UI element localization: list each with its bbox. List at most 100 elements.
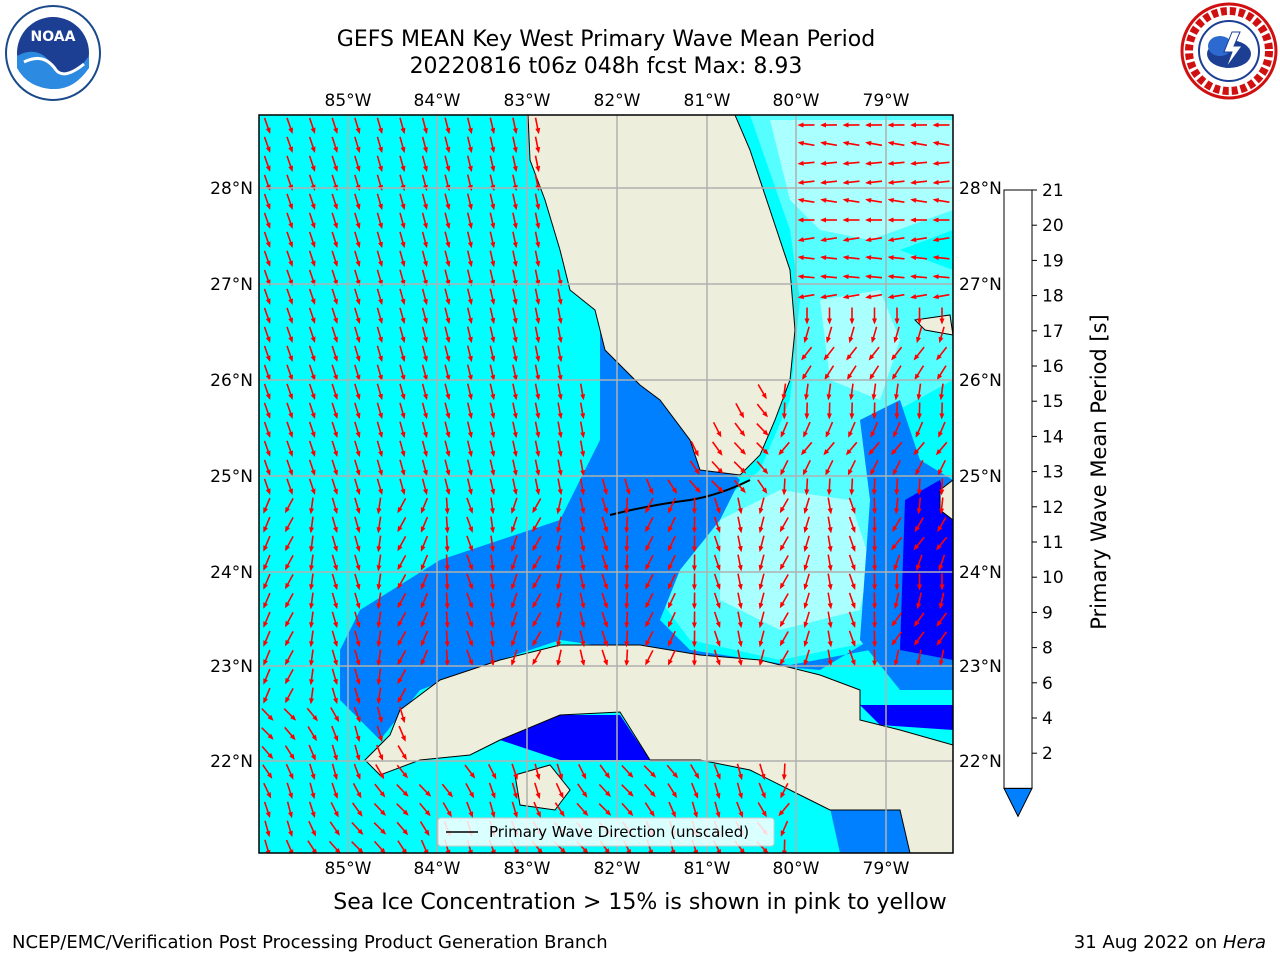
wave-arrow-head — [848, 431, 853, 438]
wave-arrow-head — [820, 140, 827, 146]
wave-arrow-head — [467, 450, 473, 458]
wave-arrow-head — [376, 641, 382, 648]
wave-arrow-head — [910, 179, 917, 185]
wave-arrow-head — [355, 127, 361, 135]
wave-arrow-head — [865, 255, 872, 261]
wave-arrow-head — [285, 525, 290, 533]
wave-arrow-head — [310, 222, 316, 229]
longitude-label-top: 85°W — [325, 91, 372, 111]
wave-arrow-head — [717, 467, 724, 474]
wave-arrow-head — [423, 203, 428, 211]
wave-arrow-head — [825, 431, 831, 438]
wave-arrow-head — [820, 237, 827, 242]
wave-arrow-head — [490, 469, 496, 477]
wave-arrow-head — [827, 660, 833, 667]
wave-arrow-head — [624, 527, 630, 534]
wave-arrow-head — [378, 241, 383, 249]
wave-arrow-head — [535, 222, 541, 230]
wave-arrow-head — [490, 222, 496, 230]
wave-arrow-head — [910, 160, 917, 166]
wave-arrow-head — [490, 431, 496, 439]
wave-arrow-head — [803, 640, 809, 648]
wave-arrow-head — [309, 508, 314, 515]
wave-arrow-head — [378, 450, 383, 458]
wave-arrow-head — [910, 255, 917, 261]
wave-arrow-head — [357, 810, 363, 817]
wave-arrow-head — [780, 431, 786, 438]
wave-arrow-head — [263, 564, 268, 571]
wave-arrow-head — [827, 641, 833, 648]
wave-arrow-head — [827, 546, 833, 553]
wave-arrow-head — [512, 317, 518, 325]
wave-arrow-head — [310, 811, 316, 818]
wave-arrow-head — [715, 526, 721, 533]
wave-arrow-head — [581, 773, 587, 780]
ocean-dark-region-cuba — [500, 715, 650, 760]
wave-arrow-head — [865, 274, 872, 280]
wave-arrow-head — [289, 734, 296, 741]
wave-arrow-head — [580, 545, 586, 553]
wave-arrow-head — [333, 659, 338, 667]
latitude-label-left: 25°N — [210, 467, 253, 487]
wave-arrow-head — [803, 659, 809, 667]
wave-arrow-head — [333, 222, 338, 229]
wave-arrow-head — [467, 298, 473, 306]
wave-arrow-head — [378, 127, 383, 135]
wave-arrow-head — [288, 222, 293, 229]
wave-arrow-head — [559, 810, 565, 817]
wave-arrow-head — [378, 393, 383, 401]
wave-arrow-head — [401, 848, 407, 853]
wave-arrow-head — [378, 355, 383, 363]
wave-arrow-head — [887, 198, 894, 203]
wave-arrow-head — [379, 772, 385, 780]
wave-arrow-head — [715, 811, 721, 819]
wave-arrow-head — [490, 546, 495, 553]
wave-arrow-head — [761, 392, 767, 400]
colorbar-tick-label: 9 — [1042, 603, 1053, 623]
wave-arrow-head — [667, 583, 673, 590]
wave-arrow-head — [887, 217, 894, 223]
wave-arrow-head — [376, 603, 382, 610]
wave-arrow-head — [603, 488, 608, 496]
wave-arrow-head — [490, 811, 496, 819]
wave-arrow-head — [445, 222, 451, 230]
wave-arrow-head — [917, 584, 922, 591]
wave-arrow-head — [758, 545, 764, 553]
wave-arrow-head — [535, 336, 541, 344]
wave-arrow-head — [265, 317, 271, 324]
wave-arrow-head — [288, 203, 293, 210]
wave-arrow-head — [849, 413, 855, 420]
wave-arrow-head — [288, 317, 293, 324]
wave-arrow-head — [715, 659, 721, 666]
wave-arrow-head — [893, 431, 898, 438]
wave-arrow-head — [378, 754, 384, 761]
wave-arrow-head — [580, 470, 586, 477]
wave-arrow-head — [265, 203, 271, 210]
wave-arrow-head — [265, 393, 271, 400]
wave-arrow-head — [939, 413, 945, 420]
wave-arrow-head — [887, 274, 894, 280]
wave-arrow-head — [691, 641, 697, 648]
wave-arrow-head — [535, 431, 541, 439]
wave-arrow-head — [892, 469, 898, 476]
wave-arrow-head — [468, 583, 473, 590]
wave-arrow-head — [624, 622, 630, 629]
wave-arrow-head — [490, 393, 496, 401]
wave-arrow-head — [780, 469, 786, 476]
wave-arrow-head — [265, 431, 271, 438]
wave-arrow-head — [355, 602, 361, 610]
wave-arrow-head — [512, 127, 518, 135]
wave-arrow-head — [467, 469, 473, 477]
wave-arrow-head — [671, 487, 678, 494]
wave-arrow-head — [333, 469, 338, 476]
wave-arrow-head — [820, 255, 827, 261]
colorbar-tick-label: 10 — [1042, 568, 1064, 588]
wave-arrow-head — [378, 716, 383, 724]
wave-arrow-head — [693, 792, 699, 799]
wave-arrow-head — [355, 336, 361, 344]
wave-arrow-head — [400, 260, 406, 268]
wave-arrow-head — [556, 507, 562, 515]
wave-arrow-head — [285, 601, 290, 609]
wave-arrow-head — [376, 622, 382, 629]
